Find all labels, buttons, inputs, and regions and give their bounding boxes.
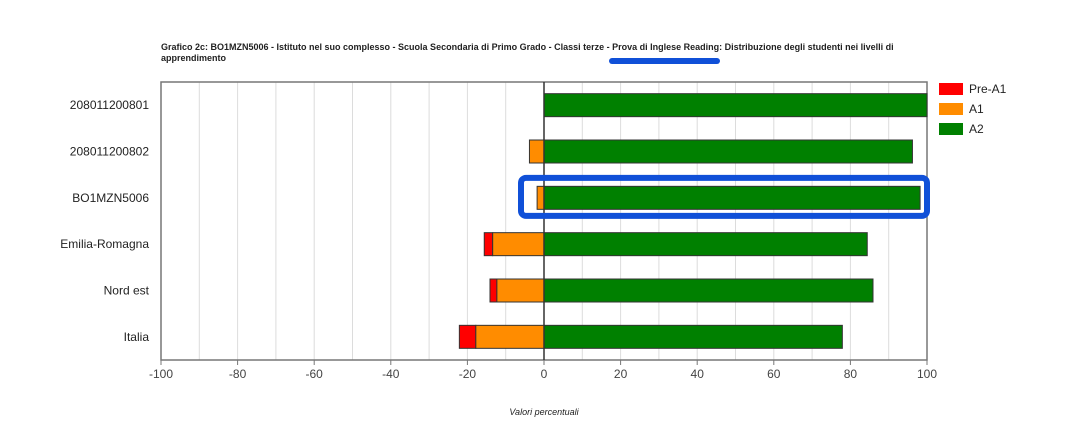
- bar-a1[interactable]: [528, 139, 545, 164]
- bar-a1[interactable]: [536, 185, 545, 210]
- bar-a1[interactable]: [496, 278, 545, 303]
- bar-a1[interactable]: [492, 232, 545, 257]
- x-tick-label: 80: [844, 367, 858, 381]
- category-label: 208011200802: [70, 145, 150, 159]
- x-tick-label: -100: [149, 367, 173, 381]
- chart-title: Grafico 2c: BO1MZN5006 - Istituto nel su…: [161, 42, 894, 63]
- bar-a1[interactable]: [475, 324, 545, 349]
- legend-label: Pre-A1: [969, 82, 1007, 96]
- category-label: Italia: [124, 330, 150, 344]
- x-tick-label: 100: [917, 367, 937, 381]
- bar-a2[interactable]: [543, 139, 913, 164]
- bar-pre-a1[interactable]: [458, 324, 477, 349]
- bar-a2[interactable]: [543, 278, 874, 303]
- legend-label: A2: [969, 122, 984, 136]
- x-tick-label: -80: [229, 367, 247, 381]
- x-tick-label: 40: [691, 367, 705, 381]
- x-tick-label: -60: [306, 367, 324, 381]
- x-tick-label: -40: [382, 367, 400, 381]
- x-tick-label: 20: [614, 367, 628, 381]
- highlight-box-annotation: [518, 174, 930, 219]
- bar-a2[interactable]: [543, 93, 928, 118]
- bar-a2[interactable]: [543, 185, 921, 210]
- category-label: BO1MZN5006: [72, 191, 149, 205]
- bar-pre-a1[interactable]: [483, 232, 494, 257]
- x-tick-label: 0: [541, 367, 548, 381]
- bar-a2[interactable]: [543, 324, 843, 349]
- bar-pre-a1[interactable]: [489, 278, 498, 303]
- legend-swatch: [939, 83, 963, 95]
- legend-label: A1: [969, 102, 984, 116]
- legend-swatch: [939, 123, 963, 135]
- bar-a2[interactable]: [543, 232, 868, 257]
- x-axis-title: Valori percentuali: [509, 407, 579, 417]
- category-label: Emilia-Romagna: [60, 237, 149, 251]
- x-tick-label: 60: [767, 367, 781, 381]
- category-label: 208011200801: [70, 98, 150, 112]
- category-label: Nord est: [104, 284, 150, 298]
- legend-swatch: [939, 103, 963, 115]
- x-tick-label: -20: [459, 367, 477, 381]
